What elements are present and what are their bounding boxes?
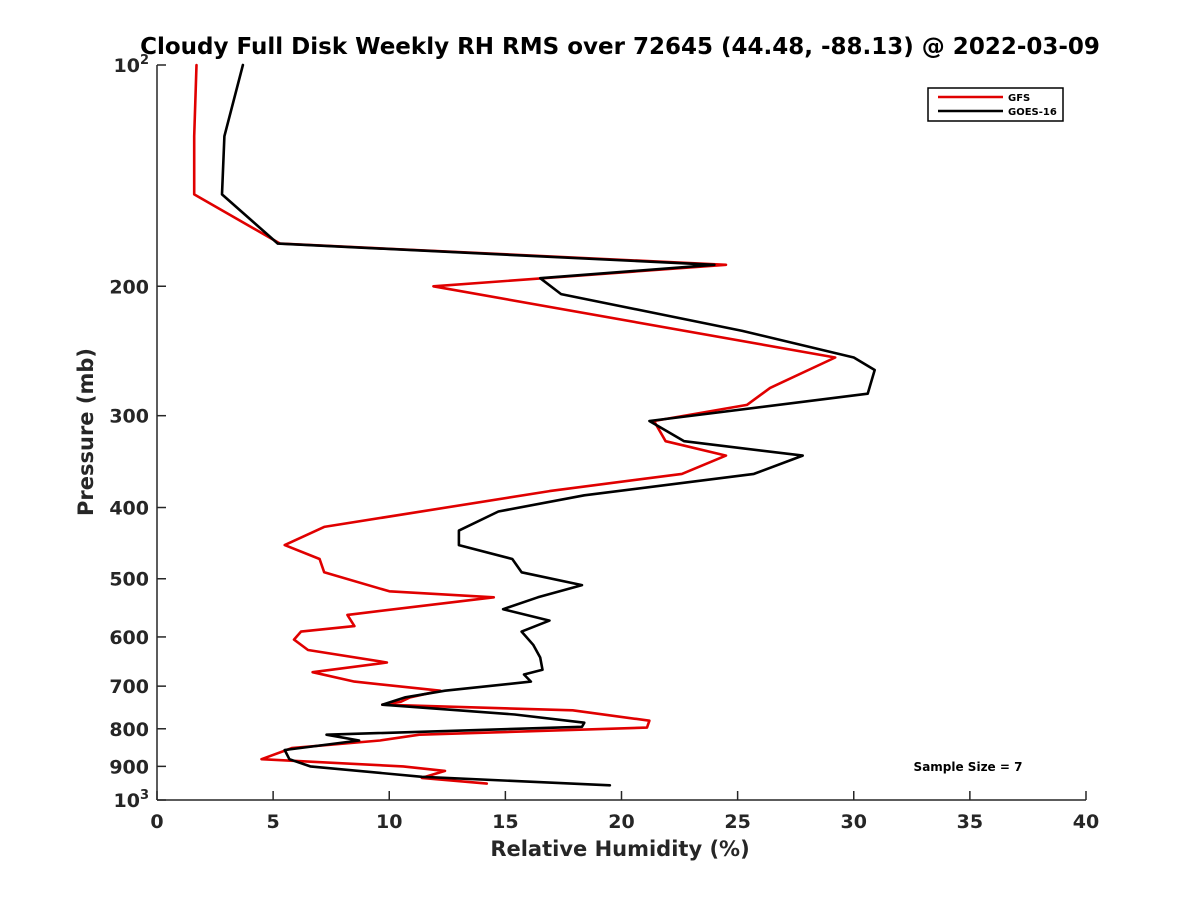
series-line-goes-16 <box>220 63 877 787</box>
x-tick-label: 10 <box>376 811 402 833</box>
x-tick-label: 0 <box>150 811 163 833</box>
series-line-gfs <box>192 63 837 785</box>
x-tick-label: 5 <box>267 811 280 833</box>
legend-label-gfs: GFS <box>1008 93 1030 104</box>
y-tick-label: 300 <box>109 406 149 428</box>
x-tick-label: 15 <box>492 811 518 833</box>
y-tick-label: 800 <box>109 719 149 741</box>
x-tick-label: 30 <box>841 811 867 833</box>
x-tick-label: 40 <box>1073 811 1099 833</box>
plot-background <box>157 65 1086 800</box>
y-tick-label: 200 <box>109 276 149 298</box>
x-tick-label: 25 <box>724 811 750 833</box>
y-tick-label: 900 <box>109 756 149 778</box>
plot-area <box>157 65 1086 800</box>
y-tick-label: 500 <box>109 569 149 591</box>
legend-label-goes-16: GOES-16 <box>1008 107 1057 118</box>
legend: GFS GOES-16 <box>927 87 1064 122</box>
y-axis-label: Pressure (mb) <box>74 348 98 516</box>
x-tick-label: 35 <box>957 811 983 833</box>
series-layer <box>192 63 877 787</box>
y-tick-label: 700 <box>109 676 149 698</box>
legend-box <box>927 87 1064 122</box>
y-tick-label: 400 <box>109 498 149 520</box>
y-tick-label: 600 <box>109 627 149 649</box>
axes-layer: 0 5 10 15 20 25 30 35 40 102 200 300 400 500 600 700 800… <box>109 53 1099 833</box>
y-tick-label: 102 <box>114 53 150 77</box>
sample-size-annotation: Sample Size = 7 <box>914 760 1023 774</box>
x-axis-label: Relative Humidity (%) <box>490 837 749 861</box>
y-tick-label: 103 <box>114 788 150 812</box>
chart-title: Cloudy Full Disk Weekly RH RMS over 7264… <box>140 34 1100 60</box>
x-tick-label: 20 <box>608 811 634 833</box>
